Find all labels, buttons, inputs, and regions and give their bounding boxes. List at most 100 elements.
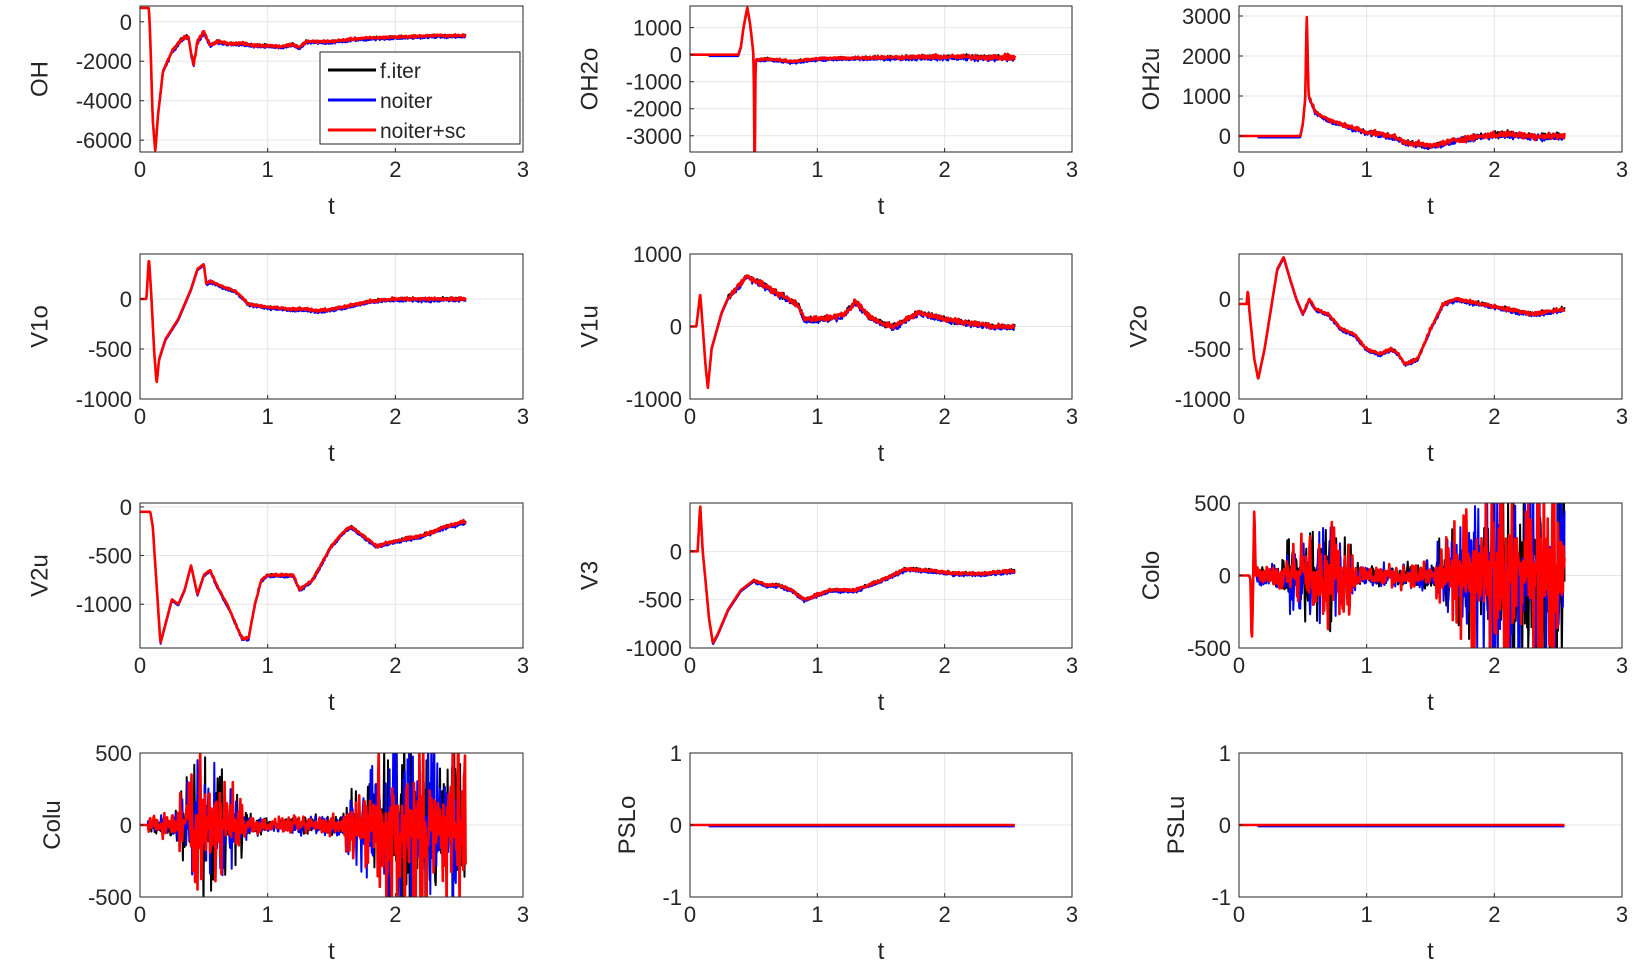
x-axis-label: t: [1427, 440, 1434, 467]
subplot-oh2u: 0 1 2 3 3000 2000 1000 0 t OH2u: [1138, 4, 1628, 220]
y-tick-label: -1000: [1175, 387, 1231, 412]
series-group: [690, 823, 1016, 828]
y-tick-label: -500: [88, 544, 132, 569]
x-axis-label: t: [878, 193, 885, 220]
y-tick-label: 1000: [633, 242, 682, 267]
x-tick-label: 1: [811, 653, 823, 678]
x-tick-label: 3: [1616, 902, 1628, 927]
x-tick-label: 0: [1233, 653, 1245, 678]
x-axis-label: t: [1427, 193, 1434, 220]
y-tick-label: -1000: [76, 592, 132, 617]
x-tick-label: 3: [1616, 653, 1628, 678]
x-tick-label: 3: [517, 157, 529, 182]
series-line-noiter-sc: [690, 274, 1016, 390]
x-tick-label: 0: [134, 157, 146, 182]
series-group: [690, 505, 1016, 645]
series-line-noiter-sc: [140, 259, 467, 384]
x-tick-label: 3: [1066, 653, 1078, 678]
series-line-noiter: [1239, 824, 1565, 828]
series-line-noiter-sc: [690, 505, 1016, 644]
x-tick-label: 0: [684, 404, 696, 429]
x-axis-label: t: [328, 193, 335, 220]
subplot-v2o: 0 1 2 3 0 -500 -1000 t V2o: [1126, 253, 1628, 467]
x-axis-label: t: [878, 440, 885, 467]
subplot-v1o: 0 1 2 3 0 -500 -1000 t V1o: [27, 253, 529, 467]
y-axis-label: OH: [27, 61, 54, 97]
x-axis-label: t: [328, 689, 335, 716]
series-line-noiter-sc: [1239, 256, 1566, 380]
x-axis-label: t: [328, 440, 335, 467]
y-tick-label: -500: [88, 337, 132, 362]
y-axis-label: PSLo: [614, 796, 641, 855]
y-axis-label: V2o: [1126, 305, 1153, 348]
y-tick-label: -1: [1211, 885, 1231, 910]
series-line-noiter-sc: [1239, 15, 1566, 149]
series-group: [140, 6, 467, 152]
y-axis-label: V3: [577, 561, 604, 590]
y-axis-label: V1o: [27, 305, 54, 348]
y-tick-label: -2000: [626, 97, 682, 122]
series-line-noiter-sc: [690, 6, 1016, 152]
axes-box: [1238, 5, 1623, 153]
x-axis-label: t: [1427, 938, 1434, 965]
legend-label: noiter+sc: [380, 120, 466, 143]
x-tick-label: 1: [1361, 902, 1373, 927]
axes-box: [1238, 253, 1623, 400]
y-tick-label: -1000: [626, 636, 682, 661]
y-axis-label: Colo: [1138, 551, 1165, 600]
y-tick-label: 0: [120, 495, 132, 520]
series-group: [1239, 823, 1566, 828]
x-tick-label: 2: [1488, 902, 1500, 927]
x-tick-label: 2: [389, 653, 401, 678]
y-tick-label: 1000: [633, 16, 682, 41]
y-axis-label: OH2o: [577, 48, 604, 111]
series-group: [690, 274, 1016, 390]
x-axis-label: t: [1427, 689, 1434, 716]
y-tick-label: 3000: [1182, 4, 1231, 29]
series-line-noiter: [1239, 17, 1565, 151]
x-tick-label: 0: [684, 653, 696, 678]
y-tick-label: 0: [1219, 124, 1231, 149]
x-tick-label: 0: [1233, 404, 1245, 429]
x-tick-label: 0: [684, 157, 696, 182]
series-group: [1239, 256, 1566, 380]
series-line-noiter-sc: [1239, 503, 1566, 648]
axes-box: [689, 502, 1073, 649]
x-tick-label: 1: [1361, 404, 1373, 429]
y-axis-label: OH2u: [1138, 48, 1165, 111]
series-line-noiter-sc: [140, 6, 467, 152]
series-group: [1239, 15, 1566, 151]
axes-box: [139, 5, 524, 153]
series-line-noiter: [690, 275, 1016, 389]
x-tick-label: 1: [262, 902, 274, 927]
y-axis-label: Colu: [39, 800, 66, 849]
y-tick-label: -1000: [626, 70, 682, 95]
y-axis-label: V2u: [27, 554, 54, 597]
x-tick-label: 0: [134, 653, 146, 678]
x-tick-label: 1: [262, 404, 274, 429]
x-tick-label: 3: [1066, 157, 1078, 182]
x-tick-label: 1: [811, 902, 823, 927]
x-tick-label: 0: [684, 902, 696, 927]
y-tick-label: 500: [95, 741, 132, 766]
y-tick-label: -1000: [626, 387, 682, 412]
y-axis-label: PSLu: [1163, 796, 1190, 855]
x-tick-label: 2: [389, 404, 401, 429]
y-tick-label: -6000: [76, 128, 132, 153]
series-group: [690, 6, 1016, 152]
y-tick-label: 2000: [1182, 44, 1231, 69]
y-tick-label: 0: [670, 813, 682, 838]
y-tick-label: -500: [638, 588, 682, 613]
legend-label: noiter: [380, 90, 433, 113]
y-tick-label: -1000: [76, 387, 132, 412]
y-tick-label: -2000: [76, 49, 132, 74]
x-tick-label: 2: [939, 404, 951, 429]
y-tick-label: 1000: [1182, 84, 1231, 109]
x-tick-label: 0: [1233, 157, 1245, 182]
y-tick-label: 0: [670, 539, 682, 564]
